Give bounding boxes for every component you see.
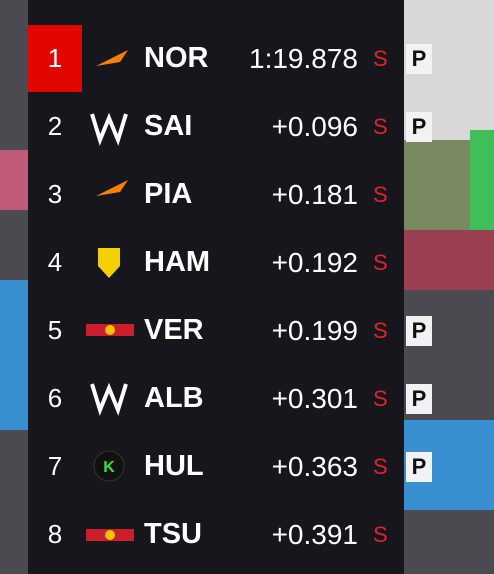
position: 3 <box>47 179 63 209</box>
driver-code: HUL <box>144 450 204 482</box>
badge: P <box>406 384 432 414</box>
timing-row: 5 VER +0.199 S P <box>28 297 434 364</box>
driver-code: TSU <box>144 518 202 550</box>
timing-row: 7 HUL +0.363 S P <box>28 433 434 500</box>
lap-time: +0.363 <box>271 451 358 482</box>
driver-code: ALB <box>144 382 204 414</box>
lap-time: 1:19.878 <box>249 43 358 74</box>
timing-row: 1 NOR 1:19.878 S P <box>28 25 434 92</box>
williams-logo <box>90 382 128 416</box>
badge: P <box>406 112 432 142</box>
position: 5 <box>47 315 63 345</box>
timing-row: 6 ALB +0.301 S P <box>28 365 434 432</box>
timing-row: 2 SAI +0.096 S P <box>28 93 434 160</box>
position: 8 <box>47 519 63 549</box>
tyre: S <box>373 454 388 479</box>
position: 4 <box>47 247 63 277</box>
driver-code: SAI <box>144 110 193 142</box>
mclaren-logo <box>96 50 128 66</box>
badge: P <box>406 452 432 482</box>
tyre: S <box>373 386 388 411</box>
driver-code: PIA <box>144 178 193 210</box>
timing-tower <box>28 0 404 574</box>
williams-logo <box>90 112 128 146</box>
position: 1 <box>28 25 82 92</box>
driver-code: VER <box>144 314 204 346</box>
position: 6 <box>47 383 63 413</box>
tyre: S <box>373 250 388 275</box>
timing-row: 8 TSU +0.391 S <box>28 501 434 568</box>
lap-time: +0.192 <box>271 247 358 278</box>
mclaren-logo <box>96 180 128 196</box>
position: 7 <box>47 451 63 481</box>
driver-code: NOR <box>144 42 209 74</box>
timing-row: 3 PIA +0.181 S <box>28 161 434 228</box>
lap-time: +0.301 <box>271 383 358 414</box>
haas-logo-mark: K <box>103 459 115 476</box>
driver-code: HAM <box>144 246 211 278</box>
redbull-sun <box>105 325 115 335</box>
ferrari-logo <box>98 248 120 278</box>
lap-time: +0.181 <box>271 179 358 210</box>
lap-time: +0.199 <box>271 315 358 346</box>
tyre: S <box>373 182 388 207</box>
badge: P <box>406 316 432 346</box>
haas-logo <box>93 450 125 482</box>
redbull-sun <box>105 530 115 540</box>
lap-time: +0.391 <box>271 519 358 550</box>
tyre: S <box>373 522 388 547</box>
tyre: S <box>373 318 388 343</box>
tyre: S <box>373 114 388 139</box>
position: 2 <box>47 111 63 141</box>
timing-row: 4 HAM +0.192 S <box>28 229 434 296</box>
lap-time: +0.096 <box>271 111 358 142</box>
tyre: S <box>373 46 388 71</box>
badge: P <box>406 44 432 74</box>
